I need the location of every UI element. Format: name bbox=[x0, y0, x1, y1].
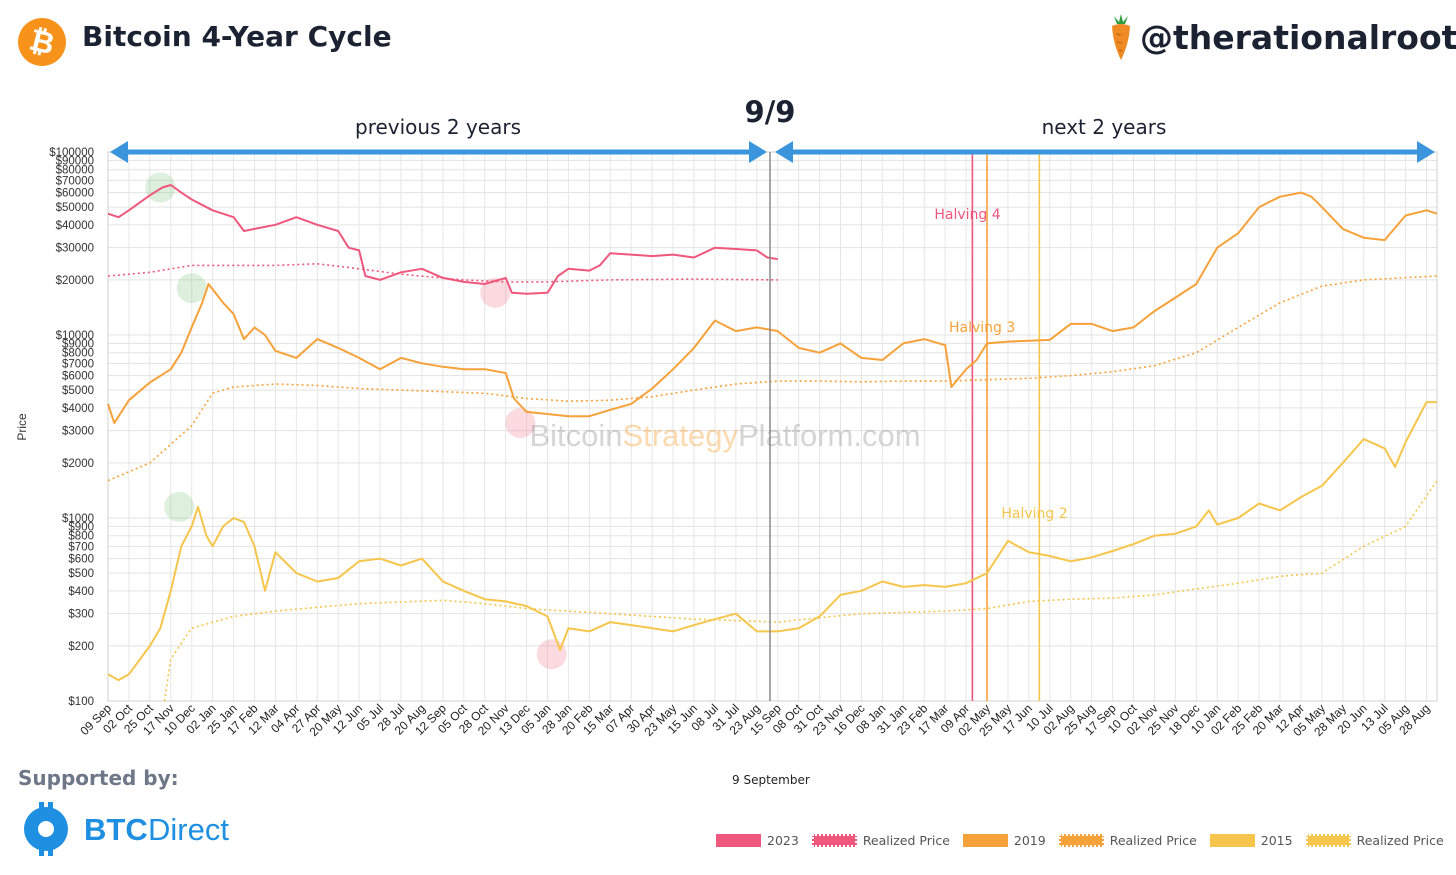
cycle-top-marker bbox=[176, 273, 207, 304]
y-tick-label: $60000 bbox=[56, 188, 94, 200]
y-tick-label: $200 bbox=[68, 641, 94, 653]
range-left-label: previous 2 years bbox=[355, 115, 521, 139]
legend-item[interactable]: 2019 bbox=[962, 832, 1046, 848]
range-arrow-head-right bbox=[749, 141, 767, 163]
y-tick-label: $2000 bbox=[62, 458, 94, 470]
chart-legend: 2023 Realized Price 2019 Realized Price 2015… bbox=[716, 830, 1456, 850]
series-line-2019 bbox=[107, 191, 1438, 425]
realized-price-line bbox=[107, 275, 1438, 482]
range-right-label: next 2 years bbox=[1042, 115, 1167, 139]
btc-direct-brand-left: BTC bbox=[84, 812, 148, 847]
cycle-top-marker bbox=[145, 172, 176, 203]
range-arrow-head-left bbox=[775, 141, 793, 163]
realized-price-line bbox=[163, 480, 1438, 702]
watermark: BitcoinStrategyPlatform.com bbox=[529, 418, 920, 453]
y-tick-label: $90000 bbox=[56, 155, 94, 167]
cycle-top-marker bbox=[164, 491, 195, 522]
range-arrow-head-left bbox=[110, 141, 128, 163]
legend-item[interactable]: 2015 bbox=[1209, 832, 1293, 848]
plot-frame bbox=[107, 151, 1438, 702]
y-tick-label: $80000 bbox=[56, 165, 94, 177]
legend-label: Realized Price bbox=[862, 832, 950, 848]
y-tick-label: $100 bbox=[68, 696, 94, 708]
y-tick-label: $5000 bbox=[62, 385, 94, 397]
bitcoin-logo-icon: ₿ bbox=[18, 18, 66, 66]
legend-label: Realized Price bbox=[1356, 832, 1444, 848]
watermark-part-3: Platform.com bbox=[738, 418, 921, 453]
grid bbox=[107, 151, 1437, 702]
watermark-part-1: Bitcoin bbox=[529, 418, 622, 453]
legend-swatch bbox=[1058, 833, 1104, 847]
x-axis-label: 9 September bbox=[732, 773, 810, 787]
legend-swatch bbox=[716, 833, 761, 847]
supported-by-label: Supported by: bbox=[18, 766, 179, 790]
y-tick-label: $30000 bbox=[56, 243, 94, 255]
y-tick-label: $70000 bbox=[56, 175, 94, 187]
legend-label: 2015 bbox=[1260, 832, 1293, 848]
legend-swatch bbox=[962, 833, 1008, 847]
y-tick-label: $8000 bbox=[62, 348, 94, 360]
y-tick-label: $3000 bbox=[62, 426, 94, 438]
legend-item[interactable]: Realized Price bbox=[811, 832, 950, 848]
y-tick-label: $900 bbox=[68, 521, 94, 533]
cycle-bottom-marker bbox=[480, 277, 511, 308]
y-tick-label: $700 bbox=[68, 541, 94, 553]
cycle-bottom-marker bbox=[505, 408, 536, 439]
legend-swatch bbox=[1305, 833, 1351, 847]
watermark-part-2: Strategy bbox=[622, 418, 738, 453]
legend-item[interactable]: Realized Price bbox=[1305, 832, 1444, 848]
y-tick-label: $100000 bbox=[49, 147, 94, 159]
halving-label: Halving 4 bbox=[934, 207, 1000, 223]
legend-label: Realized Price bbox=[1109, 832, 1197, 848]
legend-label: 2023 bbox=[767, 832, 799, 848]
y-axis-label: Price bbox=[15, 413, 29, 441]
y-tick-label: $20000 bbox=[56, 275, 94, 287]
halving-label: Halving 2 bbox=[1001, 506, 1067, 522]
btc-direct-brand-right: Direct bbox=[148, 812, 229, 847]
y-tick-label: $500 bbox=[68, 568, 94, 580]
y-tick-label: $300 bbox=[68, 609, 94, 621]
range-arrow-head-right bbox=[1417, 141, 1435, 163]
y-tick-label: $800 bbox=[68, 531, 94, 543]
y-tick-label: $50000 bbox=[56, 202, 94, 214]
legend-swatch bbox=[811, 833, 857, 847]
series-line-2023 bbox=[107, 184, 778, 295]
legend-label: 2019 bbox=[1013, 832, 1046, 848]
legend-item[interactable]: Realized Price bbox=[1058, 832, 1197, 848]
legend-swatch bbox=[1209, 833, 1255, 847]
page-title: Bitcoin 4-Year Cycle bbox=[82, 20, 392, 53]
y-tick-label: $9000 bbox=[62, 338, 94, 350]
y-tick-label: $600 bbox=[68, 554, 94, 566]
halving-label: Halving 3 bbox=[949, 320, 1015, 336]
y-tick-label: $40000 bbox=[56, 220, 94, 232]
y-tick-label: $400 bbox=[68, 586, 94, 598]
y-tick-label: $7000 bbox=[62, 358, 94, 370]
carrot-icon bbox=[1108, 14, 1134, 62]
author-handle[interactable]: @therationalroot bbox=[1140, 18, 1456, 57]
legend-item[interactable]: 2023 bbox=[716, 833, 799, 848]
btc-direct-logo[interactable]: BTC Direct bbox=[22, 800, 242, 860]
y-tick-label: $10000 bbox=[56, 330, 94, 342]
center-date-label: 9/9 bbox=[745, 95, 796, 129]
btc-direct-mark-icon bbox=[24, 802, 68, 856]
series-line-2015 bbox=[107, 401, 1437, 682]
y-tick-label: $1000 bbox=[62, 513, 94, 525]
y-tick-label: $4000 bbox=[62, 403, 94, 415]
y-tick-label: $6000 bbox=[62, 371, 94, 383]
